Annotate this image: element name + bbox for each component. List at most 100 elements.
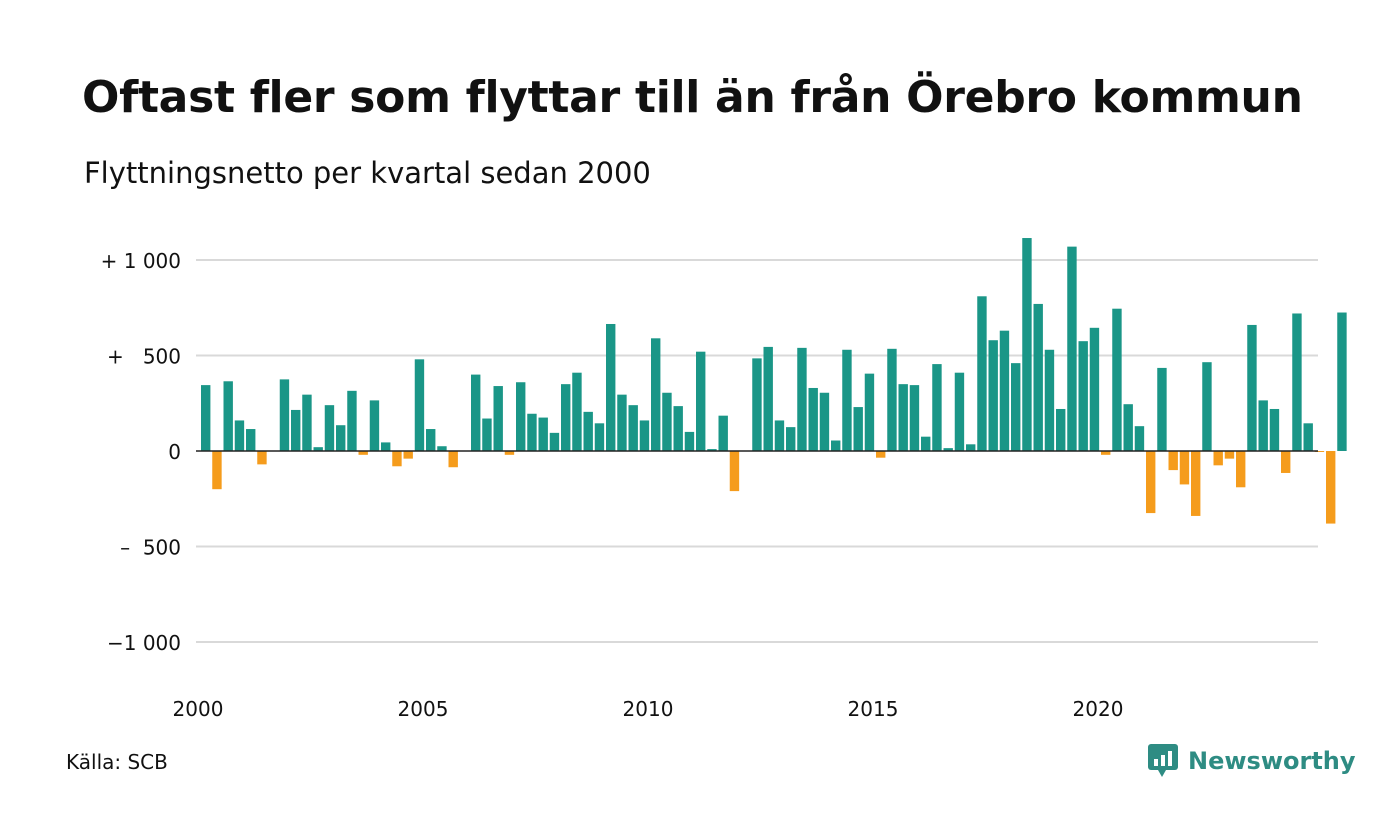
bar (583, 411, 593, 452)
bar (414, 359, 425, 451)
bar (729, 451, 740, 492)
bar (617, 394, 627, 451)
bar (876, 451, 886, 458)
bar (921, 436, 931, 452)
bar (1202, 362, 1212, 451)
bar (966, 444, 976, 451)
x-tick-label: 2005 (398, 697, 449, 721)
newsworthy-logo-icon (1148, 744, 1178, 777)
bar (246, 429, 256, 451)
bar (673, 406, 683, 451)
bar (538, 417, 548, 451)
bar (223, 381, 233, 451)
bar (898, 384, 908, 451)
bar (279, 379, 290, 452)
bar (943, 448, 953, 451)
bar (763, 346, 773, 451)
bar (1326, 451, 1336, 524)
bar (369, 400, 380, 451)
bar (808, 387, 818, 451)
bar (527, 413, 537, 451)
bar (1314, 451, 1325, 452)
bar (1337, 312, 1347, 451)
bar (1292, 313, 1302, 451)
bar (977, 296, 987, 451)
bar (932, 364, 942, 452)
bar (797, 347, 807, 451)
bar (1011, 363, 1021, 451)
bar (999, 330, 1010, 451)
bar (448, 451, 458, 468)
bar (1179, 451, 1190, 485)
x-tick-label: 2015 (848, 697, 899, 721)
bar (437, 446, 447, 452)
bar (594, 423, 605, 452)
bar (864, 373, 875, 451)
bar (707, 449, 717, 451)
bar (572, 372, 582, 451)
bar (1078, 341, 1088, 452)
bar (662, 392, 672, 452)
bar (718, 415, 728, 452)
bar (381, 442, 391, 451)
bar (606, 323, 616, 452)
bar (684, 431, 695, 451)
bar (909, 385, 920, 451)
bar (954, 372, 965, 451)
bar (1033, 303, 1043, 451)
bar (302, 394, 312, 451)
bar (1112, 308, 1122, 451)
x-tick-label: 2010 (623, 697, 674, 721)
bar (471, 374, 481, 451)
y-tick-label: + 1 000 (101, 249, 181, 273)
bar (212, 451, 222, 490)
bar (752, 358, 762, 452)
x-tick-label: 2020 (1073, 697, 1124, 721)
bar (561, 384, 571, 451)
bar (842, 349, 852, 451)
bar (1089, 327, 1100, 452)
bar (392, 451, 402, 467)
bar (1056, 408, 1066, 451)
bar (774, 420, 785, 451)
chart-subtitle: Flyttningsnetto per kvartal sedan 2000 (84, 156, 651, 190)
bar (1224, 451, 1235, 459)
bar (336, 425, 346, 451)
bar (628, 405, 638, 451)
bar (639, 420, 650, 451)
bar (504, 451, 515, 455)
bar (1281, 451, 1291, 473)
bar (1067, 246, 1077, 451)
bar (1146, 451, 1156, 514)
bar (358, 451, 368, 455)
y-tick-label: – 500 (120, 536, 181, 560)
bar (1101, 451, 1111, 455)
bar (313, 447, 323, 451)
bar (482, 418, 492, 451)
bar (347, 390, 357, 451)
bar (403, 451, 413, 459)
bar (1191, 451, 1201, 516)
bar (1247, 324, 1257, 451)
bar (516, 382, 526, 451)
bar (493, 386, 503, 451)
bar (257, 451, 267, 465)
brand-name: Newsworthy (1188, 747, 1356, 775)
x-tick-label: 2000 (173, 697, 224, 721)
bar (1168, 451, 1178, 471)
chart-title: Oftast fler som flyttar till än från Öre… (82, 72, 1303, 123)
bar (651, 338, 661, 451)
bar (988, 340, 998, 451)
bar (1213, 451, 1223, 466)
bar (853, 407, 863, 451)
bar (1044, 349, 1055, 451)
bar (831, 440, 841, 452)
bar (1269, 408, 1280, 451)
source-note: Källa: SCB (66, 750, 168, 774)
bar (201, 385, 211, 451)
bar (1123, 404, 1133, 451)
bar (1236, 451, 1246, 488)
bar (1022, 238, 1032, 451)
brand-logo[interactable]: Newsworthy (1148, 744, 1356, 778)
